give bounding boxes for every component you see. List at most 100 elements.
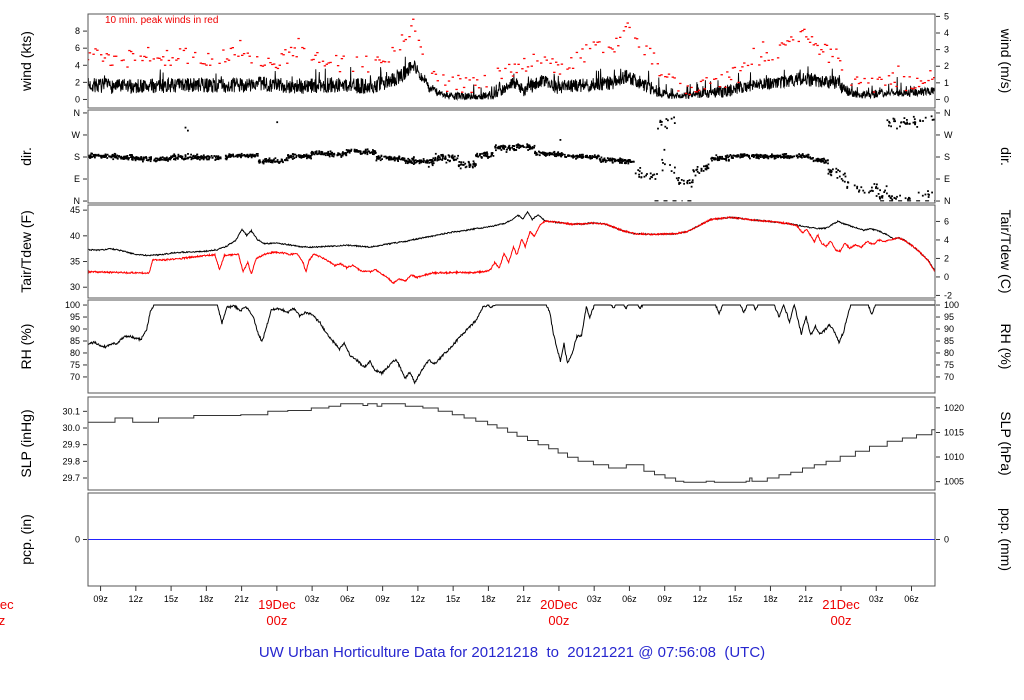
temp-panel-border [87,204,936,299]
rh-panel-right-tick-label: 95 [944,312,954,322]
tair-line [88,210,935,272]
temp-panel-left-axis-label: Tair/Tdew (F) [18,210,34,292]
slp-panel-left-tick-label: 29.8 [62,456,80,466]
wind-panel-right-tick-label: 3 [944,45,949,55]
pcp-panel-right-axis-label: pcp. (mm) [998,508,1014,571]
slp-panel-right-tick-label: 1020 [944,403,964,413]
x-tick-label: 18z [763,594,778,604]
wind-panel-left-tick-label: 6 [75,43,80,53]
dir-panel-left-tick-label: W [72,130,81,140]
pcp-panel-left-tick-label: 0 [75,535,80,545]
temp-panel [88,210,935,284]
x-tick-label: 12z [128,594,144,604]
rh-panel-border [87,299,936,394]
rh-panel-left-tick-label: 70 [70,372,80,382]
rh-panel-right-tick-label: 80 [944,348,954,358]
temp-panel-left-tick-label: 35 [70,257,80,267]
x-tick-label: 12z [410,594,426,604]
slp-panel-left-tick-label: 29.9 [62,440,80,450]
temp-panel-left-tick-label: 45 [70,205,80,215]
temp-panel-right-axis-label: Tair/Tdew (C) [998,209,1014,293]
wind-panel-right-axis-label: wind (m/s) [998,28,1014,94]
slp-step-line [88,403,935,483]
slp-panel-right-tick-label: 1010 [944,452,964,462]
temp-panel-left-tick-label: 30 [70,282,80,292]
slp-panel-right-tick-label: 1005 [944,477,964,487]
wind-panel-left-tick-label: 2 [75,77,80,87]
pcp-panel-left-axis-label: pcp. (in) [18,514,34,565]
x-tick-label: 06z [340,594,355,604]
dir-panel-left-tick-label: N [74,108,81,118]
x-date-label: 21Dec 00z [822,597,860,628]
wind-panel-right-tick-label: 1 [944,78,949,88]
rh-panel-right-tick-label: 75 [944,360,954,370]
wind-panel-right-tick-label: 0 [944,94,949,104]
rh-panel-right-tick-label: 100 [944,300,959,310]
rh-panel-left-tick-label: 75 [70,360,80,370]
x-tick-label: 09z [93,594,108,604]
dir-panel-border [87,109,936,204]
x-date-label: 20Dec 00z [540,597,578,628]
rh-panel-right-tick-label: 85 [944,336,954,346]
x-tick-label: 21z [798,594,813,604]
dir-panel-right-tick-label: N [944,108,951,118]
slp-panel [88,403,935,483]
rh-panel-right-tick-label: 70 [944,372,954,382]
x-tick-label: 12z [692,594,708,604]
temp-panel-right-tick-label: 6 [944,216,949,226]
wind-panel-right-tick-label: 5 [944,11,949,21]
x-tick-label: 06z [622,594,637,604]
page-title: UW Urban Horticulture Data for 20121218 … [258,644,766,661]
slp-panel-right-axis-label: SLP (hPa) [998,411,1014,475]
dir-panel [88,115,935,202]
wind-speed-line [88,56,935,102]
x-tick-label: 21z [516,594,531,604]
slp-panel-left-axis-label: SLP (inHg) [18,409,34,477]
slp-panel-border [87,396,936,491]
x-date-label-clipped: 18Dec00z [0,597,14,628]
dir-panel-right-axis-label: dir. [998,147,1014,166]
x-tick-label: 09z [657,594,672,604]
dir-panel-left-tick-label: N [74,196,81,206]
pcp-panel-right-tick-label: 0 [944,535,949,545]
x-tick-label: 06z [904,594,919,604]
wind-peak-note: 10 min. peak winds in red [105,15,219,26]
dir-panel-right-tick-label: N [944,196,951,206]
pcp-panel-border [87,492,936,587]
dir-panel-left-tick-label: S [74,152,80,162]
x-tick-label: 18z [481,594,496,604]
dir-panel-left-axis-label: dir. [18,147,34,166]
wind-panel-border [87,13,936,109]
rh-panel-left-tick-label: 95 [70,312,80,322]
wind-panel-left-tick-label: 0 [75,94,80,104]
wind-panel-left-axis-label: wind (kts) [18,31,34,92]
rh-panel-left-tick-label: 100 [65,300,80,310]
x-date-label: 19Dec 00z [258,597,296,628]
dir-panel-right-tick-label: E [944,174,950,184]
wind-panel [88,18,935,102]
x-tick-label: 03z [586,594,602,604]
rh-panel-left-axis-label: RH (%) [18,324,34,370]
temp-panel-left-tick-label: 40 [70,231,80,241]
wind-panel-right-tick-label: 4 [944,28,949,38]
x-tick-label: 09z [375,594,390,604]
temp-panel-right-tick-label: 4 [944,235,949,245]
temp-panel-right-tick-label: 0 [944,272,949,282]
slp-panel-left-tick-label: 30.0 [62,423,80,433]
x-tick-label: 03z [304,594,320,604]
slp-panel-right-tick-label: 1015 [944,428,964,438]
rh-panel-left-tick-label: 85 [70,336,80,346]
slp-panel-left-tick-label: 29.7 [62,473,80,483]
rh-line [88,303,935,385]
slp-panel-left-tick-label: 30.1 [62,406,80,416]
x-tick-label: 15z [445,594,461,604]
dir-panel-right-tick-label: S [944,152,950,162]
wind-dir-scatter [88,115,935,202]
x-tick-label: 15z [163,594,179,604]
rh-panel-right-axis-label: RH (%) [998,324,1014,370]
x-tick-label: 18z [199,594,214,604]
wind-panel-left-tick-label: 4 [75,60,80,70]
x-tick-label: 03z [868,594,884,604]
